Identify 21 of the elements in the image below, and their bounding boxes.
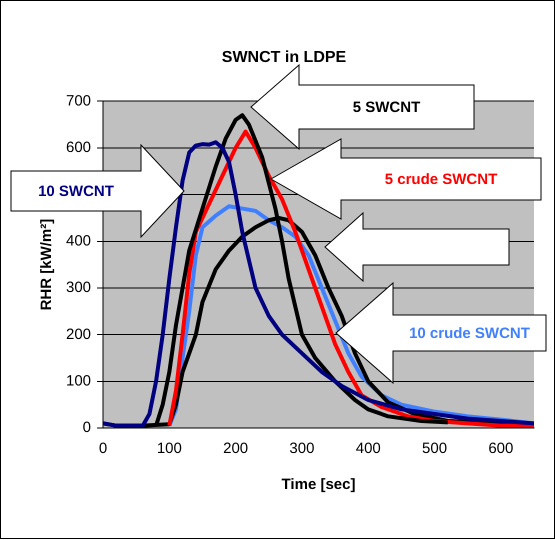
y-tick-label: 700 <box>66 92 92 110</box>
x-tick-label: 400 <box>356 440 381 458</box>
chart-title: SWNCT in LDPE <box>222 49 347 66</box>
y-tick-label: 0 <box>82 419 92 436</box>
x-tick-label: 0 <box>98 440 108 458</box>
text: 10 SWCNT <box>37 182 115 202</box>
y-tick-label: 200 <box>66 326 92 343</box>
x-tick-label: 500 <box>422 440 448 458</box>
text: 5 crude SWCNT <box>384 170 498 190</box>
text: 5 SWCNT <box>352 98 422 118</box>
y-tick-label: 600 <box>66 139 92 156</box>
x-tick-label: 100 <box>156 440 182 458</box>
y-axis-title: RHR [kW/m²] <box>38 218 56 310</box>
y-tick-label: 400 <box>66 232 92 250</box>
y-tick-label: 100 <box>66 372 92 390</box>
text: 10 crude SWCNT <box>408 324 531 344</box>
x-tick-label: 200 <box>223 440 248 458</box>
x-tick-label: 600 <box>488 440 514 458</box>
y-tick-label: 300 <box>66 279 92 296</box>
x-axis-title: Time [sec] <box>282 476 356 494</box>
x-tick-label: 300 <box>289 440 314 458</box>
